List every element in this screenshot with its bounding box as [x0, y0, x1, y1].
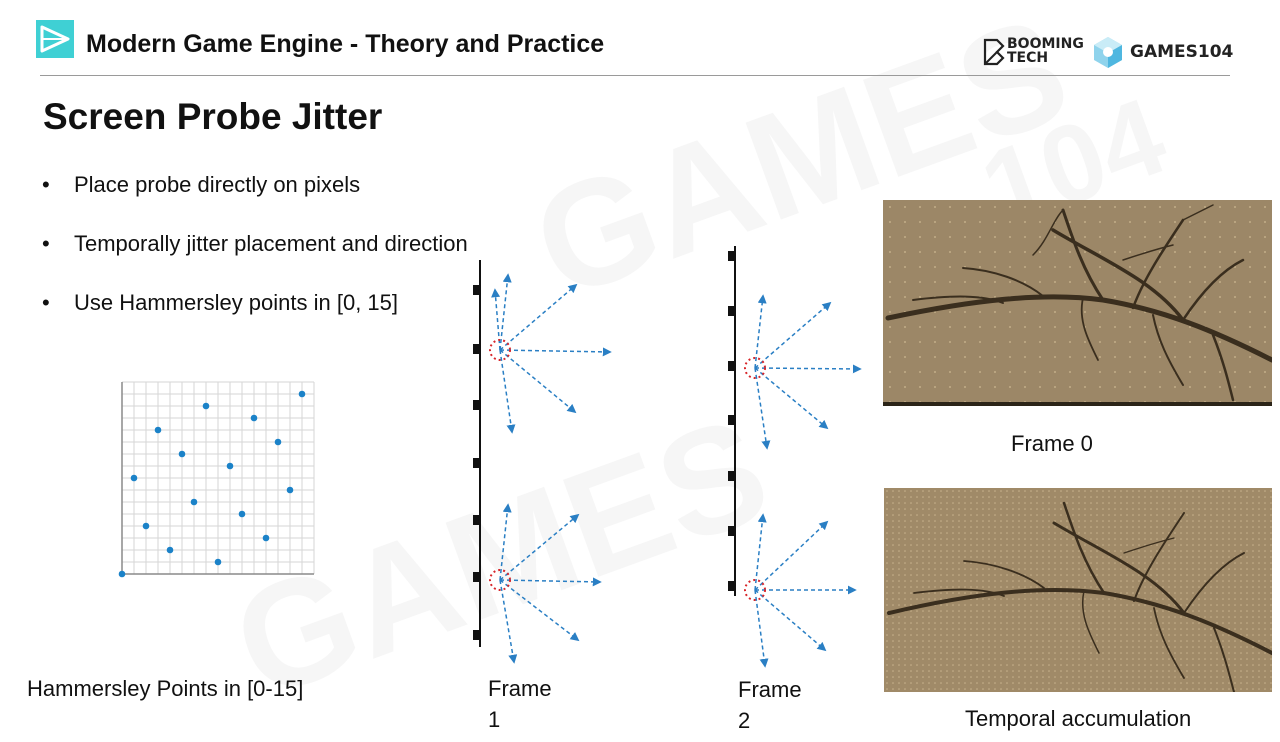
pixel-marker — [473, 458, 480, 468]
probe-center-marker — [744, 357, 766, 379]
branch-shape — [887, 501, 1272, 692]
probe-ray-arrow — [754, 367, 771, 450]
probe-ray-arrow — [754, 294, 767, 369]
probe-ray-arrow — [499, 273, 512, 351]
pixel-marker — [728, 415, 735, 425]
pixel-marker — [473, 285, 480, 295]
pixel-marker — [728, 471, 735, 481]
hammersley-point — [130, 474, 138, 482]
hammersley-point — [142, 522, 150, 530]
bullet-text: Temporally jitter placement and directio… — [74, 231, 468, 256]
probe-ray-arrow — [754, 589, 769, 668]
hammersley-point — [118, 570, 126, 578]
frame0-caption: Frame 0 — [1011, 431, 1093, 456]
pixel-marker — [473, 515, 480, 525]
hammersley-point — [274, 438, 282, 446]
probe-ray-arrow — [499, 579, 580, 642]
frame0-image — [883, 200, 1272, 406]
probe-ray-arrow — [754, 367, 829, 430]
pixel-marker — [473, 630, 480, 640]
slide-title: Screen Probe Jitter — [43, 96, 383, 137]
probe-ray-arrow — [754, 513, 767, 591]
probe-ray-arrow — [754, 520, 829, 591]
pixel-marker — [473, 400, 480, 410]
probe-ray-arrow — [499, 503, 512, 581]
tech-text: TECH — [1007, 50, 1049, 66]
frame2-caption-number: 2 — [738, 708, 751, 733]
games104-logo-text: GAMES104 — [1130, 42, 1234, 62]
frame1-caption-number: 1 — [488, 707, 501, 732]
temporal-accumulation-image — [884, 488, 1272, 692]
slide-logo-icon — [36, 20, 74, 58]
hammersley-caption: Hammersley Points in [0-15] — [27, 676, 304, 701]
bullet-dot: • — [42, 290, 50, 315]
probe-ray-arrow — [754, 364, 862, 374]
probe-center-marker — [489, 569, 511, 591]
header: Modern Game Engine - Theory and Practice… — [0, 0, 1280, 80]
hammersley-point — [226, 462, 234, 470]
frame2-caption: Frame 2 — [738, 674, 802, 736]
hammersley-point — [154, 426, 162, 434]
hammersley-point — [166, 546, 174, 554]
probe-ray-arrow — [499, 347, 612, 357]
probe-ray-arrow — [499, 513, 580, 581]
header-divider — [40, 75, 1230, 76]
pixel-marker — [728, 581, 735, 591]
pixel-marker — [728, 251, 735, 261]
probe-ray-arrow — [499, 577, 602, 587]
bullet-dot: • — [42, 231, 50, 256]
pixel-marker — [728, 306, 735, 316]
pixel-marker — [473, 344, 480, 354]
probe-ray-arrow — [499, 283, 578, 351]
bullet-item-1: • Place probe directly on pixels — [42, 172, 360, 198]
pixel-marker — [728, 361, 735, 371]
probe-ray-arrow — [499, 349, 516, 434]
probe-ray-arrow — [754, 589, 827, 652]
hammersley-point — [178, 450, 186, 458]
hammersley-points — [118, 390, 306, 578]
frame2-caption-word: Frame — [738, 677, 802, 702]
pixel-marker — [473, 572, 480, 582]
games104-cube-icon — [1094, 37, 1122, 68]
probe-ray-arrow — [499, 349, 577, 414]
hammersley-point — [250, 414, 258, 422]
hammersley-point — [298, 390, 306, 398]
frame2-probe-diagram — [728, 246, 862, 668]
probe-ray-arrow — [499, 579, 518, 664]
frame1-caption-word: Frame — [488, 676, 552, 701]
branch-shape — [885, 204, 1272, 402]
booming-tech-logo-text: BOOMING TECH — [1007, 37, 1084, 65]
grid-lines — [121, 381, 315, 575]
hammersley-points-figure — [118, 381, 315, 578]
probe-center-marker — [744, 579, 766, 601]
bullet-text: Use Hammersley points in [0, 15] — [74, 290, 399, 315]
hammersley-point — [286, 486, 294, 494]
probe-center-marker — [489, 339, 511, 361]
hammersley-point — [190, 498, 198, 506]
bullet-dot: • — [42, 172, 50, 197]
bullet-item-2: • Temporally jitter placement and directi… — [42, 231, 468, 257]
booming-tech-logo-icon — [983, 38, 1005, 66]
pixel-marker — [728, 526, 735, 536]
frame1-caption: Frame 1 — [488, 673, 552, 735]
header-title: Modern Game Engine - Theory and Practice — [86, 30, 605, 58]
booming-text: BOOMING — [1007, 36, 1084, 52]
hammersley-point — [202, 402, 210, 410]
temporal-caption: Temporal accumulation — [965, 706, 1192, 731]
hammersley-point — [238, 510, 246, 518]
bullet-text: Place probe directly on pixels — [74, 172, 361, 197]
hammersley-point — [262, 534, 270, 542]
hammersley-point — [214, 558, 222, 566]
probe-ray-arrow — [754, 301, 832, 369]
frame1-probe-diagram — [473, 260, 612, 664]
bullet-item-3: • Use Hammersley points in [0, 15] — [42, 290, 398, 316]
